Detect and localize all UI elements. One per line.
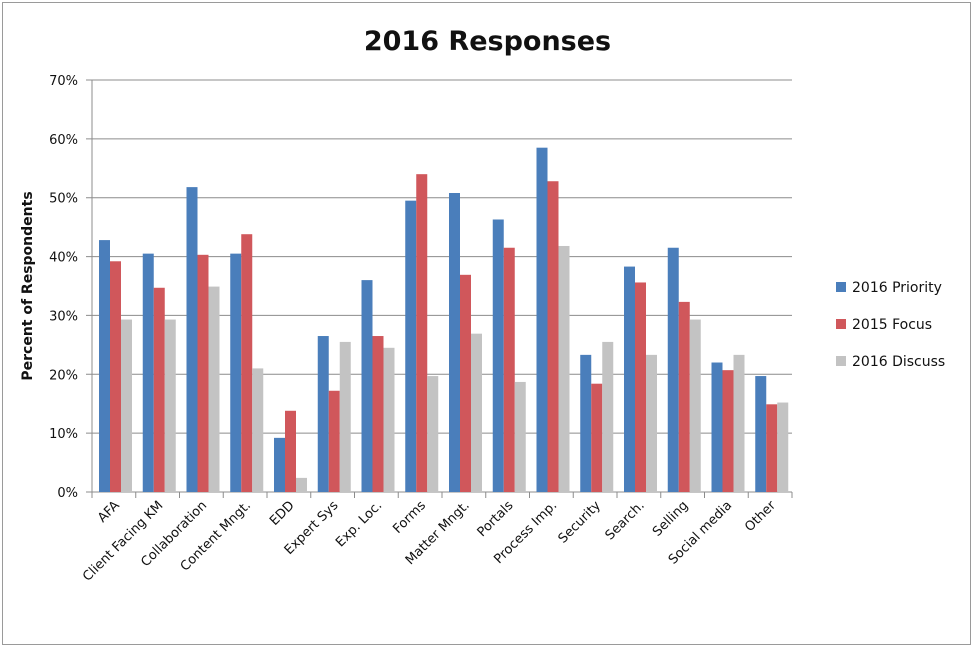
bar (405, 200, 417, 492)
bar (296, 477, 307, 492)
bar (624, 266, 635, 492)
bar (241, 234, 253, 492)
bar (492, 219, 504, 492)
bar (755, 376, 767, 492)
bar (372, 336, 384, 492)
bar (427, 376, 439, 492)
x-tick-label: Forms (390, 498, 429, 537)
bar (285, 410, 296, 492)
bar (558, 245, 570, 492)
y-tick-label: 10% (49, 427, 78, 442)
x-tick-label: Security (556, 498, 605, 547)
x-tick-label: Exp. Loc. (333, 498, 385, 550)
x-tick-label: AFA (95, 498, 123, 526)
bar (328, 390, 340, 492)
bar (777, 402, 789, 492)
bar (766, 404, 778, 492)
bar (208, 286, 220, 492)
bar (416, 174, 428, 492)
bar (602, 341, 614, 492)
legend-label: 2016 Priority (852, 280, 942, 296)
bar (339, 341, 351, 492)
bar (514, 381, 526, 492)
bar (274, 437, 285, 492)
y-tick-label: 50% (49, 192, 78, 207)
bar (580, 354, 592, 492)
x-tick-label: Client Facing KM (80, 498, 166, 584)
legend-label: 2016 Discuss (852, 354, 945, 370)
y-tick-label: 40% (49, 251, 78, 266)
bar (197, 254, 209, 492)
y-tick-label: 20% (49, 368, 78, 383)
y-tick-label: 30% (49, 309, 78, 324)
legend-swatch (836, 282, 846, 292)
bar (460, 274, 471, 492)
y-tick-label: 0% (57, 486, 78, 501)
bar (591, 383, 603, 492)
bar (722, 370, 734, 492)
bar (121, 319, 132, 492)
bar (449, 193, 460, 492)
bar (471, 333, 482, 492)
y-tick-label: 60% (49, 133, 78, 148)
bar (536, 147, 548, 492)
bar (635, 282, 646, 492)
y-axis-label: Percent of Respondents (20, 191, 36, 380)
y-tick-label: 70% (49, 74, 78, 89)
x-tick-label: Selling (650, 498, 691, 539)
chart-title: 2016 Responses (363, 26, 612, 57)
bar (733, 354, 745, 492)
legend-swatch (836, 319, 846, 329)
bar (646, 354, 657, 492)
legend-swatch (836, 356, 846, 366)
bar (361, 280, 373, 492)
bar (99, 240, 110, 492)
bar (252, 368, 264, 492)
bar (110, 261, 121, 492)
x-tick-label: Search. (603, 498, 648, 543)
x-tick-label: Other (742, 498, 779, 535)
bar (689, 319, 701, 492)
bar (383, 347, 395, 492)
x-tick-label: EDD (267, 498, 298, 529)
legend-label: 2015 Focus (852, 317, 932, 333)
bar (547, 181, 559, 492)
bar (678, 301, 690, 492)
bar (230, 253, 242, 492)
bar (711, 362, 723, 492)
x-tick-label: Portals (475, 498, 517, 540)
bar (667, 247, 679, 492)
bar (503, 247, 515, 492)
bar (164, 319, 176, 492)
bar (153, 287, 165, 492)
bar (317, 336, 329, 492)
bar (142, 253, 154, 492)
bar (186, 187, 198, 492)
